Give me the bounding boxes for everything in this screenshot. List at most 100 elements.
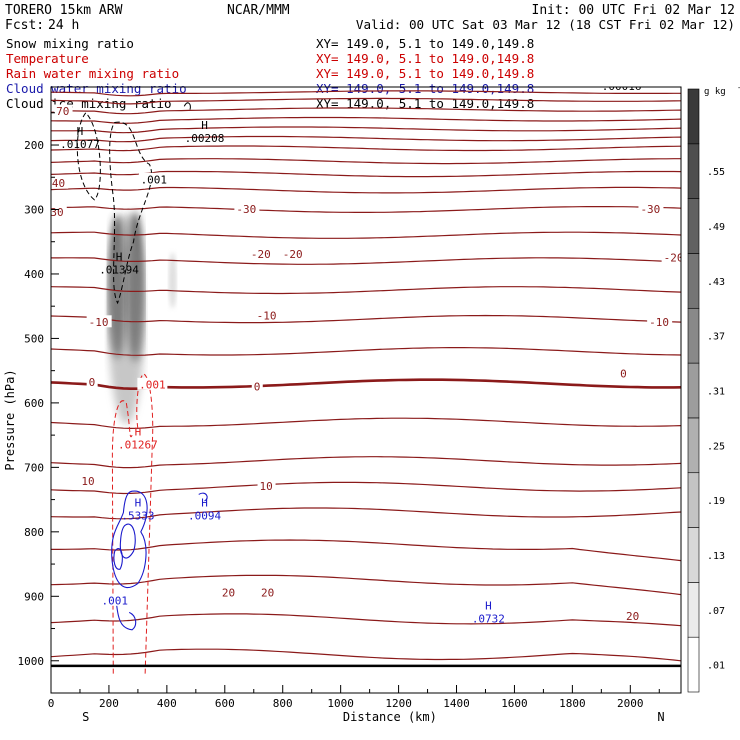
legend-cloud-ice: Cloud ice mixing ratio [6, 96, 172, 111]
isotherm-label: -30 [44, 206, 64, 219]
isotherm-line [51, 257, 681, 265]
y-tick-label: 1000 [18, 655, 45, 668]
isotherm-label-bg [623, 609, 642, 622]
y-tick-label: 900 [24, 590, 44, 603]
x-tick-label: 0 [48, 697, 55, 710]
cloud-water-contour-lower [115, 599, 137, 631]
colorbar-label: .37 [707, 332, 725, 343]
colorbar-segment [687, 253, 700, 309]
isotherm-line [51, 116, 681, 124]
fcst-value: 24 h [48, 18, 79, 33]
ice-contour-upper-left [76, 112, 101, 201]
x-tick-label: 800 [273, 697, 293, 710]
colorbar-segment [687, 582, 700, 638]
x-tick-label: 1400 [443, 697, 470, 710]
isotherm-label-bg [86, 315, 112, 328]
y-tick-label: 200 [24, 139, 44, 152]
plot-area: -70 -40 -30 -30 -30 -20 -20 -20 -10 -10 -10 0 0 0 10 10… [44, 80, 684, 674]
colorbar-label: .19 [707, 496, 725, 507]
isotherm-label: -10 [649, 316, 669, 329]
colorbar: .01 .07 .13 .19 .25 .31 .37 .43 .49 .55 g kg -1 [687, 84, 740, 693]
isotherm-line [51, 97, 681, 105]
legend-temperature-xy: XY= 149.0, 5.1 to 149.0,149.8 [316, 51, 534, 66]
isotherm-label-bg [51, 205, 67, 218]
colorbar-segment [687, 636, 700, 693]
extremum-value-label: .00208 [185, 132, 225, 145]
isotherm-label-bg [257, 479, 276, 492]
extremum-high-marker: H [116, 250, 123, 263]
model-title: TORERO 15km ARW [5, 3, 123, 18]
legend-temperature: Temperature [6, 51, 89, 66]
contour-value-label: .00016 [602, 80, 642, 93]
isotherm-label-bg [51, 104, 73, 117]
isotherm-label: 20 [626, 610, 639, 623]
isotherm-label: 20 [222, 587, 235, 600]
isotherm-label-bg [219, 586, 238, 599]
isotherm-line [51, 539, 681, 562]
extremum-value-label: .0094 [188, 510, 221, 523]
isotherm-line [51, 145, 681, 152]
contour-label-bg [137, 377, 168, 390]
ice-shading-envelope [108, 214, 145, 425]
org-title: NCAR/MMM [227, 3, 290, 18]
cloud-water-contour-small [198, 492, 208, 502]
legend-rain-xy: XY= 149.0, 5.1 to 149.0,149.8 [316, 66, 534, 81]
y-tick-label: 400 [24, 268, 44, 281]
isotherm-line [51, 456, 681, 469]
isotherm-label: -40 [45, 177, 65, 190]
isotherm-label: -70 [50, 105, 70, 118]
contour-value-label: .001 [141, 173, 168, 186]
y-tick-label: 600 [24, 397, 44, 410]
ice-contour-small [183, 102, 191, 110]
isotherm-label-bg [234, 202, 260, 215]
isotherm-line [51, 507, 681, 520]
isotherm-line [51, 286, 681, 295]
isotherm-label: 0 [89, 376, 96, 389]
legend-cloud-water-xy: XY= 149.0, 5.1 to 149.0,149.8 [316, 81, 534, 96]
isotherm-line [51, 186, 681, 194]
isotherm-label: 20 [261, 587, 274, 600]
contour-label-bg [606, 87, 637, 92]
colorbar-segment [687, 472, 700, 528]
x-tick-label: 400 [157, 697, 177, 710]
south-end-label: S [82, 710, 89, 724]
isotherm-line [51, 231, 681, 239]
isotherm-label: -30 [640, 203, 660, 216]
isotherm-line [51, 648, 681, 662]
isotherm-label: 10 [81, 475, 94, 488]
plot-content: -70 -40 -30 -30 -30 -20 -20 -20 -10 -10 -10 0 0 0 10 10… [44, 80, 684, 674]
colorbar-label: .55 [707, 167, 725, 178]
colorbar-label: .01 [707, 661, 725, 672]
extremum-high-marker: H [485, 600, 492, 613]
colorbar-label: .07 [707, 606, 725, 617]
isotherm-line [51, 613, 681, 627]
isotherm-label: -20 [664, 251, 684, 264]
header: TORERO 15km ARW NCAR/MMM Init: 00 UTC Fr… [5, 3, 735, 33]
isotherm-label-bg [248, 247, 274, 260]
isotherm-label-bg [618, 366, 630, 379]
colorbar-label: .49 [707, 222, 725, 233]
extremum-value-label: .01394 [99, 263, 139, 276]
x-tick-label: 2000 [617, 697, 644, 710]
x-tick-label: 600 [215, 697, 235, 710]
extremum-value-label: .0732 [472, 613, 505, 626]
plot-frame [50, 86, 682, 694]
isotherm-line [51, 90, 681, 97]
colorbar-segment [687, 417, 700, 474]
isotherm-label: -10 [257, 309, 277, 322]
colorbar-segment [687, 362, 700, 419]
isotherm-label-bg [661, 250, 681, 263]
colorbar-label: .25 [707, 441, 725, 452]
y-axis-label: Pressure (hPa) [3, 369, 17, 470]
isotherm-line [51, 417, 681, 430]
colorbar-label: .31 [707, 387, 725, 398]
legend-snow: Snow mixing ratio [6, 36, 134, 51]
isotherm-label-bg [254, 308, 280, 321]
y-tick-label: 500 [24, 332, 44, 345]
isotherm-line [51, 158, 681, 165]
colorbar-unit-exponent: -1 [737, 84, 740, 92]
legend-rain: Rain water mixing ratio [6, 66, 179, 81]
isotherm-line [51, 314, 681, 324]
extremum-high-marker: H [77, 125, 84, 138]
